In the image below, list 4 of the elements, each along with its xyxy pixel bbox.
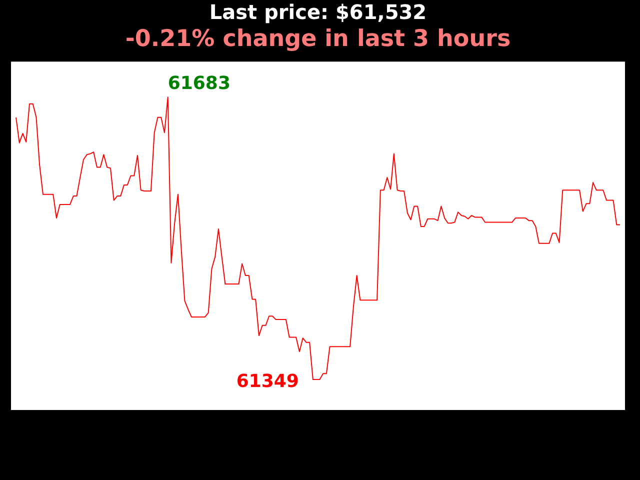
data-label: 61349 — [236, 371, 299, 392]
chart-title: Last price: $61,532 — [209, 0, 427, 24]
data-label: 61683 — [168, 72, 230, 94]
chart-subtitle: -0.21% change in last 3 hours — [125, 26, 511, 52]
